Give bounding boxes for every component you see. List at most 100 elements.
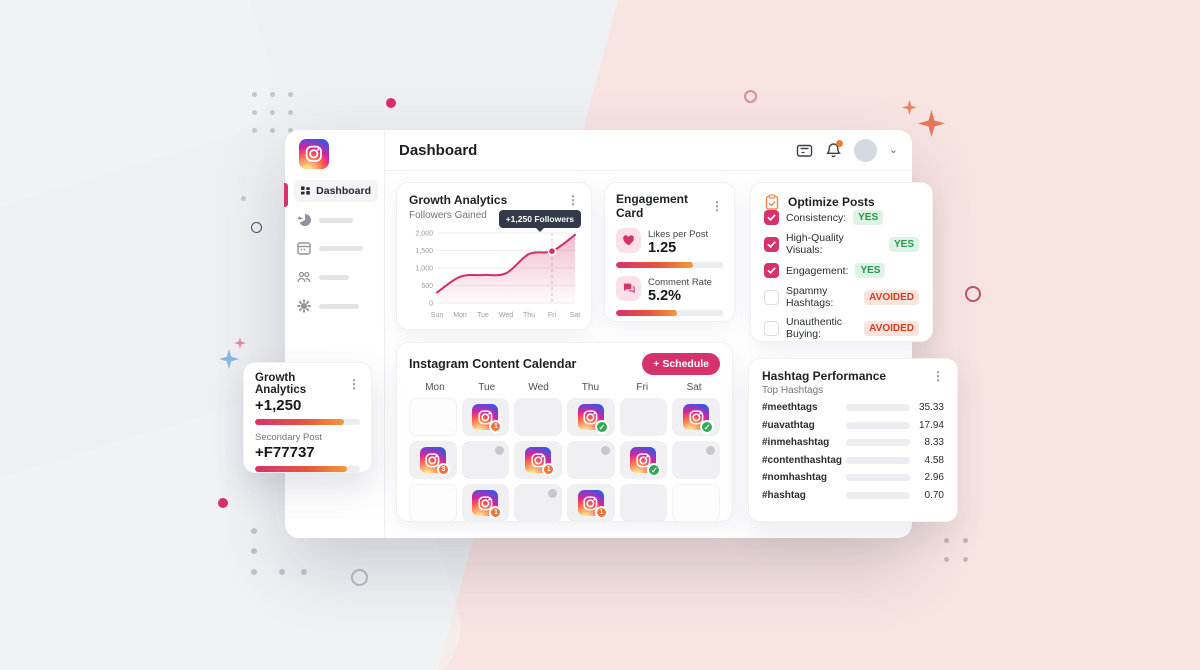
- content-calendar-card: Instagram Content Calendar + Schedule Mo…: [396, 342, 733, 522]
- nav-placeholder-bar: [319, 274, 349, 280]
- hashtag-value: 4.58: [924, 454, 944, 466]
- optimize-item-label: Consistency:: [786, 211, 847, 224]
- svg-text:2,000: 2,000: [415, 231, 433, 238]
- day-label: Tue: [478, 382, 496, 393]
- instagram-post-icon: ✓: [630, 447, 662, 477]
- card-title: Engagement Card: [616, 192, 689, 220]
- clipboard-check-icon: [765, 194, 779, 210]
- metric-value: 5.2%: [648, 288, 682, 304]
- calendar-cell[interactable]: ✓: [567, 398, 615, 436]
- instagram-post-icon: ✓: [683, 404, 715, 434]
- schedule-button[interactable]: + Schedule: [642, 353, 720, 375]
- kebab-menu-icon[interactable]: ⋮: [567, 193, 579, 207]
- calendar-cell[interactable]: [567, 441, 615, 479]
- card-title: Growth Analytics: [409, 193, 508, 207]
- hashtag-label: #contenthashtag: [762, 454, 843, 466]
- sidebar-item-calendar[interactable]: [297, 241, 363, 255]
- hashtag-bar: [846, 491, 910, 499]
- active-nav-indicator: [284, 183, 288, 207]
- sparkle-icon: [918, 110, 945, 137]
- svg-text:Fri: Fri: [548, 312, 557, 319]
- svg-text:Thu: Thu: [523, 312, 535, 319]
- heart-icon: [616, 228, 641, 253]
- dashboard-grid-icon: [301, 186, 310, 195]
- sparkle-icon: [902, 100, 917, 115]
- calendar-cell[interactable]: [672, 441, 720, 479]
- hashtag-label: #uavathtag: [762, 419, 815, 431]
- calendar-cell[interactable]: [461, 441, 510, 479]
- calendar-cell[interactable]: 1: [514, 441, 562, 479]
- svg-text:500: 500: [421, 283, 433, 290]
- sparkle-icon: [234, 337, 246, 349]
- calendar-cell[interactable]: 1: [567, 484, 615, 522]
- checked-checkbox[interactable]: [764, 210, 779, 225]
- instagram-post-icon: ✓: [577, 404, 609, 434]
- calendar-cell[interactable]: [514, 484, 562, 522]
- optimize-item-label: High-Quality Visuals:: [786, 232, 844, 256]
- post-count-badge: 1: [542, 463, 556, 476]
- sidebar-item-label: Dashboard: [316, 185, 371, 197]
- optimize-item: Spammy Hashtags: AVOIDED: [764, 285, 919, 309]
- circle-outline-decoration: [965, 286, 981, 302]
- hashtag-bar: [846, 474, 910, 481]
- chevron-down-icon[interactable]: ⌄: [888, 143, 898, 156]
- hashtag-row: #hashtag 0.70: [762, 490, 944, 501]
- gear-icon: [297, 299, 311, 313]
- progress-bar: [616, 262, 723, 268]
- gray-dot-decoration: [251, 569, 257, 575]
- pending-dot: [600, 446, 610, 455]
- sidebar-item-dashboard[interactable]: Dashboard: [294, 180, 378, 202]
- hashtag-bar: [846, 421, 910, 429]
- calendar-cell[interactable]: [409, 484, 457, 522]
- metric-value: 1.25: [648, 240, 677, 256]
- calendar-cell[interactable]: [514, 398, 562, 436]
- day-label: Sat: [686, 382, 702, 393]
- calendar-cell[interactable]: 3: [409, 441, 457, 479]
- kebab-menu-icon[interactable]: ⋮: [348, 377, 360, 391]
- unchecked-checkbox[interactable]: [764, 320, 779, 336]
- hashtag-row: #meethtags 35.33: [762, 402, 944, 413]
- notification-dot: [835, 139, 843, 147]
- hashtag-bar: [846, 404, 910, 411]
- day-label: Fri: [636, 382, 649, 393]
- pending-dot: [495, 446, 505, 455]
- unchecked-checkbox[interactable]: [764, 289, 779, 305]
- instagram-logo[interactable]: [299, 139, 329, 169]
- calendar-cell[interactable]: [672, 484, 720, 522]
- primary-metric-value: +1,250: [255, 397, 302, 414]
- day-label: Wed: [528, 382, 549, 393]
- hashtag-row: #inmehashtag 8.33: [762, 437, 944, 448]
- page-title: Dashboard: [399, 141, 478, 159]
- calendar-cell[interactable]: 1: [461, 484, 510, 522]
- optimize-item-label: Engagement:: [786, 264, 849, 277]
- wallet-icon[interactable]: [796, 142, 813, 159]
- checked-checkbox[interactable]: [764, 236, 779, 252]
- sidebar-item-settings[interactable]: [297, 299, 359, 313]
- kebab-menu-icon[interactable]: ⋮: [932, 369, 944, 383]
- pending-dot: [548, 489, 557, 498]
- sidebar-item-analytics[interactable]: [297, 213, 353, 227]
- day-label: Thu: [581, 382, 600, 393]
- post-count-badge: 3: [436, 463, 450, 476]
- calendar-cell[interactable]: [619, 484, 668, 522]
- calendar-cell[interactable]: ✓: [672, 398, 720, 436]
- gray-dot-decoration: [279, 569, 285, 575]
- hashtag-row: #uavathtag 17.94: [762, 420, 944, 431]
- notifications-bell-icon[interactable]: [825, 139, 843, 159]
- calendar-cell[interactable]: ✓: [619, 441, 668, 479]
- checked-checkbox[interactable]: [764, 263, 779, 278]
- optimize-item-label: Unauthentic Buying:: [786, 316, 843, 340]
- secondary-metric-label: Secondary Post: [255, 432, 323, 443]
- calendar-cell[interactable]: [409, 398, 457, 436]
- calendar-cell[interactable]: 1: [461, 398, 510, 436]
- hashtag-value: 35.33: [918, 402, 944, 413]
- calendar-cell[interactable]: [619, 398, 668, 436]
- progress-bar: [616, 310, 723, 316]
- published-check-icon: ✓: [647, 463, 662, 477]
- users-icon: [297, 271, 311, 283]
- sidebar-item-audience[interactable]: [297, 270, 349, 284]
- hashtag-row: #nomhashtag 2.96: [762, 472, 944, 483]
- user-avatar[interactable]: [853, 138, 877, 162]
- kebab-menu-icon[interactable]: ⋮: [711, 199, 723, 213]
- svg-text:0: 0: [429, 301, 433, 308]
